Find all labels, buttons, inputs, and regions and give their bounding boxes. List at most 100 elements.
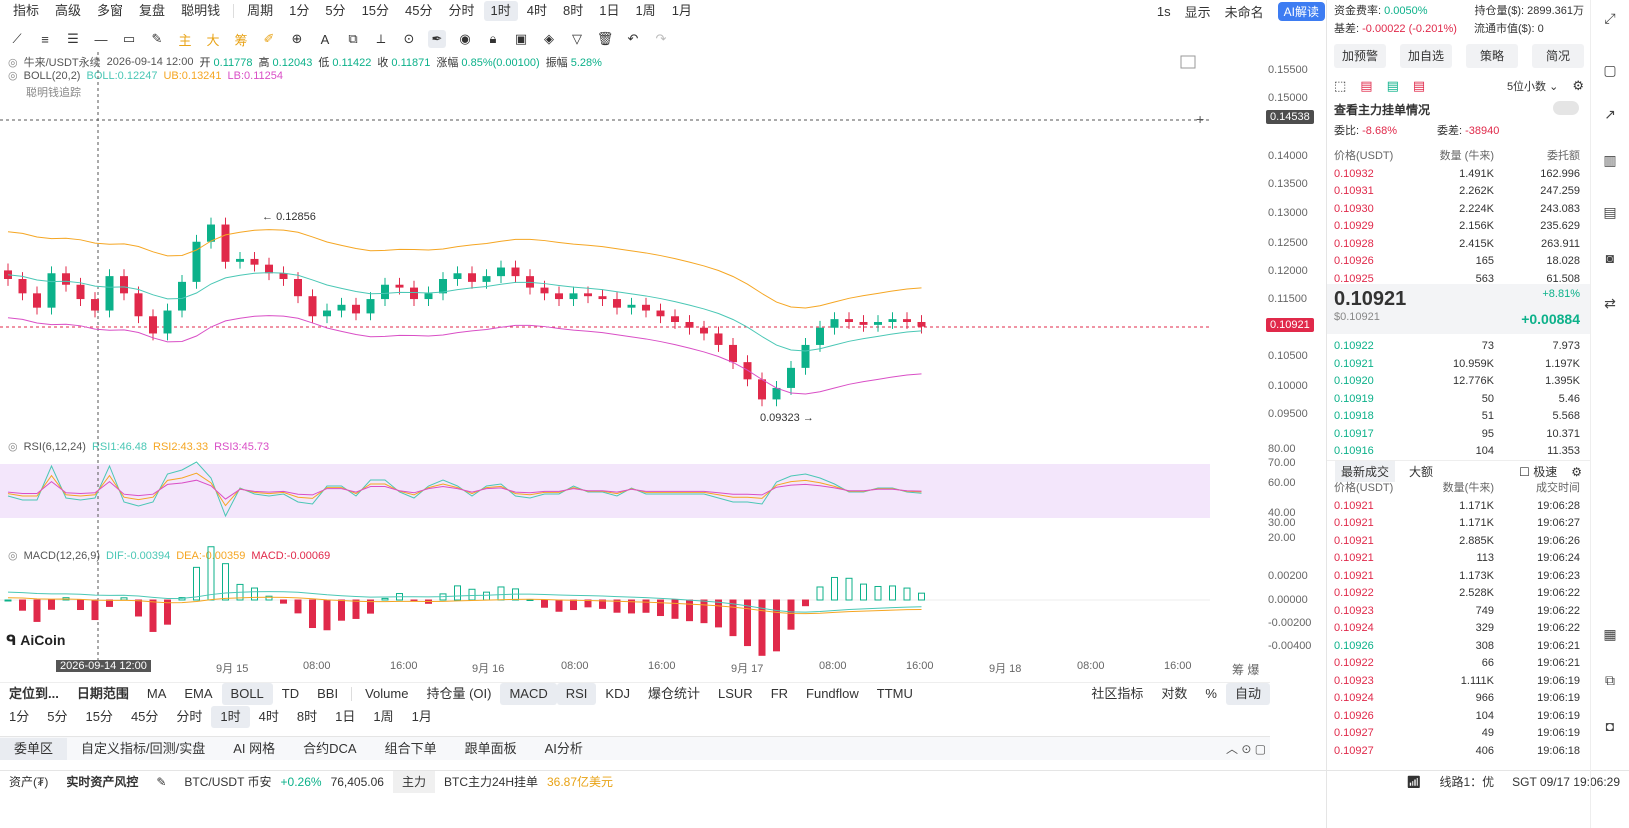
toolbar-item[interactable]: 8时 <box>562 3 584 18</box>
layout-icon[interactable]: ⬚ <box>1334 78 1347 93</box>
save-icon[interactable]: ▣ <box>514 31 528 46</box>
fullscreen-icon[interactable] <box>1180 55 1196 69</box>
ob-row[interactable]: 0.10916 104 11.353 <box>1327 443 1590 461</box>
period-item[interactable]: 1分 <box>9 709 30 724</box>
eye-icon[interactable]: ◎ <box>8 550 18 562</box>
sub-indicator[interactable]: 持仓量 (OI) <box>426 685 492 701</box>
period-item[interactable]: 15分 <box>85 709 113 724</box>
toolbar-right-item[interactable]: 显示 <box>1184 4 1211 20</box>
indicator-right-item[interactable]: % <box>1205 685 1217 701</box>
period-item[interactable]: 1周 <box>373 709 394 724</box>
line-status[interactable]: 线路1：优 <box>1439 774 1495 789</box>
ob-row[interactable]: 0.10922 73 7.973 <box>1327 338 1590 356</box>
toolbar-item[interactable]: 1分 <box>289 3 310 18</box>
channel-tool-icon[interactable]: ☰ <box>67 31 79 46</box>
edit-icon[interactable]: ✎ <box>156 774 167 789</box>
chip-tool-icon[interactable]: 筹 <box>234 32 248 48</box>
panel-button[interactable]: 策略 <box>1466 44 1518 68</box>
ob-row[interactable]: 0.10925 563 61.508 <box>1327 271 1590 289</box>
main-indicator[interactable]: BBI <box>317 685 339 701</box>
chip-labels[interactable]: 筹 爆 <box>1232 663 1260 677</box>
toolbar-item[interactable]: 聪明钱 <box>181 3 221 18</box>
ob-row[interactable]: 0.10917 95 10.371 <box>1327 426 1590 444</box>
brush-tool-icon[interactable]: ✐ <box>263 31 275 46</box>
ob-row[interactable]: 0.10921 10.959K 1.197K <box>1327 356 1590 374</box>
bottom-tab[interactable]: 组合下单 <box>384 740 437 756</box>
macd-name[interactable]: MACD(12,26,9) <box>23 549 101 562</box>
toolbar-item[interactable]: 指标 <box>13 3 40 18</box>
risk-label[interactable]: 实时资产风控 <box>66 774 139 789</box>
toolbar-item[interactable]: 1月 <box>671 3 692 18</box>
bottom-tab[interactable]: 合约DCA <box>303 740 357 756</box>
period-item[interactable]: 5分 <box>47 709 68 724</box>
eye-icon[interactable]: ◎ <box>8 56 18 69</box>
line-tool-icon[interactable]: ⟋ <box>12 31 22 46</box>
rsi-name[interactable]: RSI(6,12,24) <box>23 440 86 453</box>
bottom-tab[interactable]: AI分析 <box>544 740 583 756</box>
text-tool-icon[interactable]: A <box>320 31 330 47</box>
toolbar-item[interactable]: 分时 <box>448 3 475 18</box>
hline-tool-icon[interactable]: ≡ <box>41 31 49 47</box>
bot-icon[interactable]: ◘ <box>1605 718 1615 734</box>
ob-row[interactable]: 0.10928 2.415K 263.911 <box>1327 236 1590 254</box>
indicator-right-item[interactable]: 自动 <box>1225 682 1270 705</box>
precision-select[interactable]: 5位小数 ⌄ <box>1506 81 1559 93</box>
indicator-left-item[interactable]: 日期范围 <box>76 685 129 701</box>
eye-icon[interactable]: ◎ <box>8 441 18 453</box>
sub-indicator[interactable]: FR <box>770 685 789 701</box>
toolbar-item[interactable]: 1日 <box>599 3 620 18</box>
eye-icon[interactable]: ◉ <box>459 31 471 46</box>
filter-icon[interactable]: ▽ <box>572 31 582 46</box>
toolbar-item[interactable]: 高级 <box>55 3 82 18</box>
indicator-right-item[interactable]: 对数 <box>1161 685 1188 701</box>
ob-row[interactable]: 0.10929 2.156K 235.629 <box>1327 218 1590 236</box>
ob-row[interactable]: 0.10919 50 5.46 <box>1327 391 1590 409</box>
depth-toggle[interactable] <box>1553 101 1579 115</box>
rect-tool-icon[interactable]: ▭ <box>122 31 136 46</box>
sub-indicator[interactable]: Fundflow <box>806 685 859 701</box>
bottom-tab[interactable]: 跟单面板 <box>464 740 517 756</box>
trades-settings-icon[interactable]: ⚙︎ <box>1571 464 1582 479</box>
ai-button[interactable]: AI解读 <box>1277 1 1325 21</box>
panel-button[interactable]: 加预警 <box>1334 44 1386 68</box>
toolbar-item[interactable]: 周期 <box>247 3 274 18</box>
asks-icon[interactable]: ▤ <box>1412 78 1426 93</box>
sub-indicator[interactable]: MACD <box>500 682 557 705</box>
robot-icon[interactable]: ◙ <box>1605 250 1615 266</box>
period-item[interactable]: 1时 <box>211 706 250 728</box>
toolbar-item[interactable]: 4时 <box>526 3 547 18</box>
undo-icon[interactable]: ↶ <box>627 31 639 46</box>
sub-indicator[interactable]: 爆仓统计 <box>647 685 700 701</box>
boll-name[interactable]: BOLL(20,2) <box>23 69 81 82</box>
main-indicator[interactable]: BOLL <box>221 682 273 705</box>
zoom-icon[interactable]: ⊙ <box>403 31 415 46</box>
main-tool-icon[interactable]: 主 <box>178 32 192 48</box>
period-item[interactable]: 45分 <box>130 709 159 724</box>
toolbar-item[interactable]: 15分 <box>361 3 390 18</box>
ob-row[interactable]: 0.10930 2.224K 243.083 <box>1327 201 1590 219</box>
indicator-right-item[interactable]: 社区指标 <box>1091 685 1144 701</box>
bottom-tab[interactable]: 自定义指标/回测/实盘 <box>81 740 206 756</box>
settings-icon[interactable]: ⚙︎ <box>1572 78 1584 93</box>
magnet-icon[interactable]: ⊕ <box>291 31 303 46</box>
ticker-pair[interactable]: BTC/USDT 币安 <box>184 774 272 789</box>
pen-tool-icon[interactable]: ✎ <box>151 31 163 46</box>
btp-icon[interactable]: ▤ <box>1603 204 1617 220</box>
sub-indicator[interactable]: TTMU <box>876 685 913 701</box>
hide-icon[interactable]: ◈ <box>544 31 554 46</box>
period-item[interactable]: 1日 <box>335 709 356 724</box>
ob-header-cell[interactable]: 数量 (牛来) <box>1439 150 1494 162</box>
toolbar-right-item[interactable]: 未命名 <box>1224 4 1264 20</box>
main-indicator[interactable]: TD <box>281 685 300 701</box>
copy-icon[interactable]: ⧉ <box>348 31 358 46</box>
sub-indicator[interactable]: RSI <box>556 682 597 705</box>
large-trades-tab[interactable]: 大额 <box>1409 465 1434 479</box>
toolbar-item[interactable]: 复盘 <box>139 3 166 18</box>
smart-money-label[interactable]: 聪明钱追踪 <box>26 87 81 99</box>
panel-button[interactable]: 简况 <box>1532 44 1584 68</box>
grid-icon[interactable]: ▦ <box>1603 626 1617 642</box>
marker-icon[interactable]: ✒ <box>428 30 446 48</box>
trash-icon[interactable]: 🗑︎ <box>596 31 614 46</box>
ray-tool-icon[interactable]: — <box>94 31 108 47</box>
latest-trades-tab[interactable]: 最新成交 <box>1335 461 1396 482</box>
